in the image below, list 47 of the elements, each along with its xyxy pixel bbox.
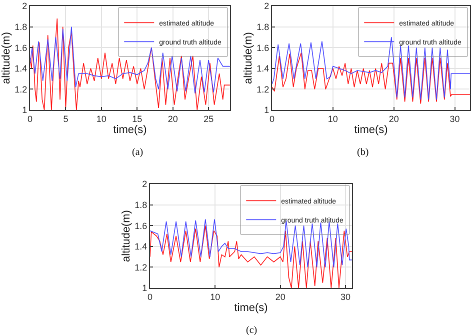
x-axis-title: time(s) [113,124,147,136]
x-tick-label: 0 [27,114,33,124]
y-tick-label: 1.2 [14,84,28,94]
y-tick-label: 1 [142,283,148,294]
y-tick-label: 1.4 [256,64,270,74]
y-tick-label: 1.6 [256,42,270,53]
text: (a) [132,147,144,158]
x-axis-title: time(s) [234,302,268,314]
y-tick-label: 1.4 [14,64,28,74]
y-tick-label: 1.6 [134,220,148,231]
x-tick-label: 10 [328,114,338,124]
y-axis-title: altitude(m) [242,32,254,84]
x-tick-label: 5 [63,114,68,124]
x-tick-label: 30 [340,292,350,302]
x-tick-label: 20 [275,292,286,302]
y-tick-label: 1.8 [256,22,270,32]
y-tick-label: 1 [264,105,270,116]
y-tick-label: 2 [264,1,270,12]
line-series [30,26,230,94]
line-series [272,52,470,104]
y-tick-label: 1.2 [134,262,148,272]
y-tick-label: 1.6 [14,42,28,53]
line-series [150,225,352,288]
y-tick-label: 2 [22,1,28,12]
x-tick-label: 15 [132,114,142,124]
x-tick-label: 10 [96,114,106,124]
line-series [30,18,230,110]
x-tick-label: 10 [210,292,220,302]
line-series [272,36,470,100]
x-tick-label: 0 [269,114,275,124]
x-tick-label: 0 [147,292,153,302]
y-tick-label: 2 [142,179,148,190]
line-series [150,218,352,268]
x-tick-label: 30 [450,114,460,124]
y-tick-label: 1.4 [134,242,148,252]
y-axis-title: altitude(m) [120,210,132,262]
y-axis-title: altitude(m) [0,32,12,84]
y-tick-label: 1.8 [14,22,28,32]
y-tick-label: 1 [22,105,28,116]
text: (b) [357,147,369,158]
x-axis-title: time(s) [354,124,388,136]
y-tick-label: 1.8 [134,200,148,210]
x-tick-label: 25 [204,114,214,124]
text: (c) [246,325,258,335]
y-tick-label: 1.2 [256,84,270,94]
x-tick-label: 20 [168,114,178,124]
x-tick-label: 20 [388,114,399,124]
